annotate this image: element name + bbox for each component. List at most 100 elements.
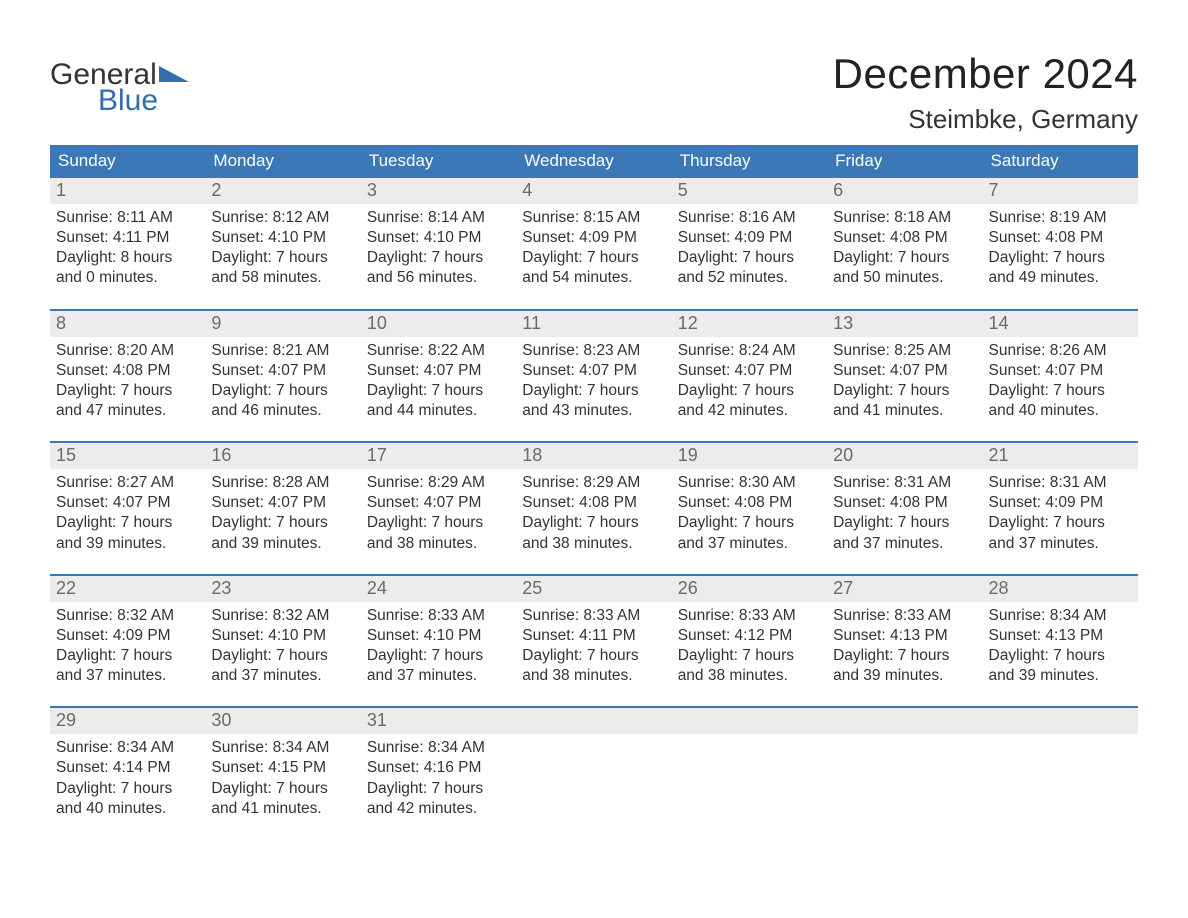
day-number: 31 [361, 708, 516, 734]
cell-body: Sunrise: 8:30 AMSunset: 4:08 PMDaylight:… [672, 469, 827, 556]
sunrise-line: Sunrise: 8:28 AM [211, 473, 354, 493]
calendar-cell: 17Sunrise: 8:29 AMSunset: 4:07 PMDayligh… [361, 443, 516, 556]
sunset-line: Sunset: 4:09 PM [56, 626, 199, 646]
sunrise-line: Sunrise: 8:11 AM [56, 208, 199, 228]
calendar-cell: 16Sunrise: 8:28 AMSunset: 4:07 PMDayligh… [205, 443, 360, 556]
sunrise-line: Sunrise: 8:32 AM [211, 606, 354, 626]
calendar-cell [983, 708, 1138, 821]
day-number: 11 [516, 311, 671, 337]
daylight-line-2: and 37 minutes. [56, 666, 199, 686]
day-number: 17 [361, 443, 516, 469]
month-title: December 2024 [833, 50, 1138, 98]
sunset-line: Sunset: 4:16 PM [367, 758, 510, 778]
day-number: 16 [205, 443, 360, 469]
day-number: 22 [50, 576, 205, 602]
daylight-line-1: Daylight: 7 hours [367, 646, 510, 666]
week-row: 8Sunrise: 8:20 AMSunset: 4:08 PMDaylight… [50, 309, 1138, 424]
sunrise-line: Sunrise: 8:34 AM [989, 606, 1132, 626]
daylight-line-2: and 39 minutes. [56, 534, 199, 554]
daylight-line-1: Daylight: 7 hours [56, 381, 199, 401]
cell-body: Sunrise: 8:33 AMSunset: 4:11 PMDaylight:… [516, 602, 671, 689]
sunrise-line: Sunrise: 8:31 AM [833, 473, 976, 493]
calendar-cell: 24Sunrise: 8:33 AMSunset: 4:10 PMDayligh… [361, 576, 516, 689]
calendar-cell [827, 708, 982, 821]
day-number: 19 [672, 443, 827, 469]
daylight-line-2: and 42 minutes. [678, 401, 821, 421]
daylight-line-1: Daylight: 7 hours [367, 779, 510, 799]
calendar-cell: 19Sunrise: 8:30 AMSunset: 4:08 PMDayligh… [672, 443, 827, 556]
daylight-line-1: Daylight: 7 hours [211, 779, 354, 799]
daylight-line-2: and 38 minutes. [678, 666, 821, 686]
sunset-line: Sunset: 4:10 PM [211, 626, 354, 646]
sunrise-line: Sunrise: 8:15 AM [522, 208, 665, 228]
cell-body: Sunrise: 8:16 AMSunset: 4:09 PMDaylight:… [672, 204, 827, 291]
cell-body: Sunrise: 8:19 AMSunset: 4:08 PMDaylight:… [983, 204, 1138, 291]
sunrise-line: Sunrise: 8:23 AM [522, 341, 665, 361]
day-header-cell: Monday [205, 145, 360, 178]
day-number: 20 [827, 443, 982, 469]
calendar: SundayMondayTuesdayWednesdayThursdayFrid… [50, 145, 1138, 821]
daylight-line-2: and 37 minutes. [211, 666, 354, 686]
calendar-cell: 11Sunrise: 8:23 AMSunset: 4:07 PMDayligh… [516, 311, 671, 424]
cell-body: Sunrise: 8:28 AMSunset: 4:07 PMDaylight:… [205, 469, 360, 556]
week-row: 15Sunrise: 8:27 AMSunset: 4:07 PMDayligh… [50, 441, 1138, 556]
daylight-line-2: and 50 minutes. [833, 268, 976, 288]
day-number-empty [827, 708, 982, 734]
sunset-line: Sunset: 4:10 PM [367, 626, 510, 646]
sunrise-line: Sunrise: 8:29 AM [522, 473, 665, 493]
daylight-line-2: and 38 minutes. [367, 534, 510, 554]
day-number: 18 [516, 443, 671, 469]
daylight-line-1: Daylight: 7 hours [522, 646, 665, 666]
sunrise-line: Sunrise: 8:24 AM [678, 341, 821, 361]
sunrise-line: Sunrise: 8:29 AM [367, 473, 510, 493]
daylight-line-2: and 37 minutes. [367, 666, 510, 686]
sunset-line: Sunset: 4:09 PM [522, 228, 665, 248]
daylight-line-2: and 37 minutes. [678, 534, 821, 554]
cell-body: Sunrise: 8:34 AMSunset: 4:13 PMDaylight:… [983, 602, 1138, 689]
calendar-cell [516, 708, 671, 821]
daylight-line-2: and 54 minutes. [522, 268, 665, 288]
daylight-line-1: Daylight: 7 hours [367, 381, 510, 401]
title-block: December 2024 Steimbke, Germany [833, 50, 1138, 135]
sunset-line: Sunset: 4:07 PM [367, 361, 510, 381]
daylight-line-2: and 41 minutes. [211, 799, 354, 819]
day-header-cell: Friday [827, 145, 982, 178]
day-number: 21 [983, 443, 1138, 469]
sunset-line: Sunset: 4:07 PM [211, 361, 354, 381]
sunset-line: Sunset: 4:12 PM [678, 626, 821, 646]
calendar-cell: 3Sunrise: 8:14 AMSunset: 4:10 PMDaylight… [361, 178, 516, 291]
calendar-cell: 25Sunrise: 8:33 AMSunset: 4:11 PMDayligh… [516, 576, 671, 689]
cell-body: Sunrise: 8:27 AMSunset: 4:07 PMDaylight:… [50, 469, 205, 556]
sunrise-line: Sunrise: 8:33 AM [833, 606, 976, 626]
sunset-line: Sunset: 4:07 PM [367, 493, 510, 513]
daylight-line-2: and 52 minutes. [678, 268, 821, 288]
daylight-line-1: Daylight: 7 hours [989, 646, 1132, 666]
calendar-cell: 27Sunrise: 8:33 AMSunset: 4:13 PMDayligh… [827, 576, 982, 689]
sunrise-line: Sunrise: 8:20 AM [56, 341, 199, 361]
sunrise-line: Sunrise: 8:33 AM [367, 606, 510, 626]
sunset-line: Sunset: 4:11 PM [56, 228, 199, 248]
sunrise-line: Sunrise: 8:22 AM [367, 341, 510, 361]
calendar-cell: 7Sunrise: 8:19 AMSunset: 4:08 PMDaylight… [983, 178, 1138, 291]
week-row: 1 Sunrise: 8:11 AMSunset: 4:11 PMDaylight… [50, 178, 1138, 291]
daylight-line-1: Daylight: 8 hours [56, 248, 199, 268]
cell-body: Sunrise: 8:32 AMSunset: 4:09 PMDaylight:… [50, 602, 205, 689]
sunrise-line: Sunrise: 8:12 AM [211, 208, 354, 228]
calendar-cell [672, 708, 827, 821]
daylight-line-1: Daylight: 7 hours [56, 646, 199, 666]
day-number: 13 [827, 311, 982, 337]
day-number-empty [672, 708, 827, 734]
calendar-cell: 14Sunrise: 8:26 AMSunset: 4:07 PMDayligh… [983, 311, 1138, 424]
cell-body: Sunrise: 8:21 AMSunset: 4:07 PMDaylight:… [205, 337, 360, 424]
sunset-line: Sunset: 4:08 PM [56, 361, 199, 381]
day-number: 1 [50, 178, 205, 204]
sunset-line: Sunset: 4:11 PM [522, 626, 665, 646]
header: General Blue December 2024 Steimbke, Ger… [50, 50, 1138, 135]
sunset-line: Sunset: 4:09 PM [678, 228, 821, 248]
daylight-line-1: Daylight: 7 hours [989, 513, 1132, 533]
cell-body: Sunrise: 8:12 AMSunset: 4:10 PMDaylight:… [205, 204, 360, 291]
day-number: 28 [983, 576, 1138, 602]
sunrise-line: Sunrise: 8:27 AM [56, 473, 199, 493]
calendar-cell: 8Sunrise: 8:20 AMSunset: 4:08 PMDaylight… [50, 311, 205, 424]
day-number: 12 [672, 311, 827, 337]
